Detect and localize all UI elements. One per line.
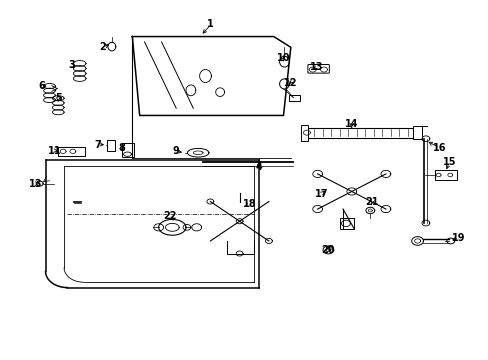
Text: 10: 10 <box>276 53 290 63</box>
Text: 13: 13 <box>309 62 323 72</box>
Text: 20: 20 <box>321 245 334 255</box>
Bar <box>289 95 300 101</box>
Bar <box>412 126 421 139</box>
Text: 1: 1 <box>206 19 213 29</box>
Text: 8: 8 <box>118 143 125 153</box>
Text: 17: 17 <box>314 189 327 199</box>
Text: 15: 15 <box>442 157 455 167</box>
Text: 3: 3 <box>68 60 75 70</box>
Text: 13: 13 <box>29 179 42 189</box>
Bar <box>58 147 85 156</box>
Text: 14: 14 <box>345 120 358 129</box>
Bar <box>122 143 134 157</box>
Text: 7: 7 <box>95 140 102 150</box>
Text: 18: 18 <box>242 199 256 210</box>
Text: 16: 16 <box>432 143 446 153</box>
Text: 5: 5 <box>55 93 61 103</box>
Text: 19: 19 <box>451 233 465 243</box>
Bar <box>434 170 456 180</box>
Text: 11: 11 <box>47 146 61 156</box>
FancyBboxPatch shape <box>307 64 329 73</box>
Bar <box>107 140 115 150</box>
Text: 22: 22 <box>163 211 177 221</box>
Text: 6: 6 <box>39 81 45 91</box>
Bar <box>306 128 414 138</box>
Text: 2: 2 <box>100 42 106 52</box>
Text: 4: 4 <box>255 162 262 172</box>
Text: 12: 12 <box>284 78 297 88</box>
Text: 9: 9 <box>172 146 179 156</box>
Bar <box>301 125 308 140</box>
Bar <box>339 218 353 229</box>
Text: 21: 21 <box>365 197 378 207</box>
